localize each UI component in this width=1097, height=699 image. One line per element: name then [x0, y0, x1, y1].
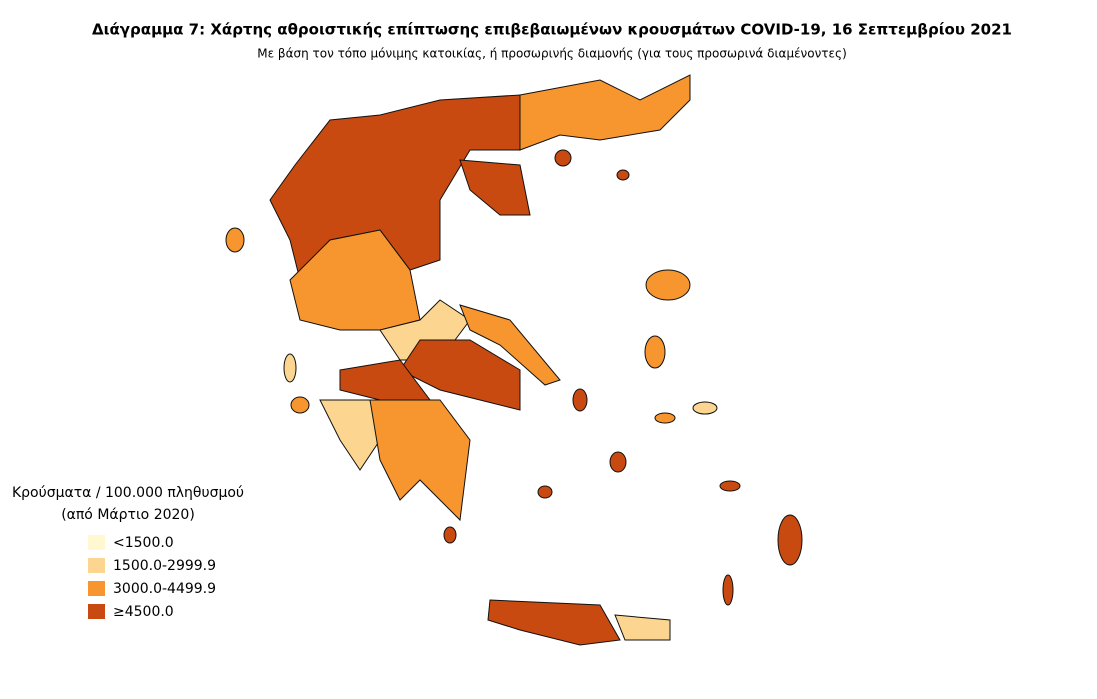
island [225, 227, 245, 253]
legend-label: ≥4500.0 [113, 604, 174, 620]
island [443, 526, 457, 544]
title: Διάγραμμα 7: Χάρτης αθροιστικής επίπτωση… [92, 21, 1012, 39]
island [719, 480, 741, 492]
legend-swatch [88, 558, 105, 573]
region [487, 599, 621, 646]
island [616, 169, 630, 181]
island [692, 401, 718, 415]
legend-label: 3000.0-4499.9 [113, 581, 216, 597]
island [645, 269, 691, 301]
island [290, 396, 310, 414]
island [537, 485, 553, 499]
region [369, 399, 471, 522]
greece-map [225, 74, 803, 646]
legend-label: 1500.0-2999.9 [113, 558, 216, 574]
region [459, 304, 561, 386]
island [644, 335, 666, 369]
subtitle: Με βάση τον τόπο μόνιμης κατοικίας, ή πρ… [257, 47, 847, 61]
legend-title: (από Μάρτιο 2020) [61, 507, 195, 523]
island [572, 388, 588, 412]
island [283, 353, 297, 383]
island [722, 574, 734, 606]
island [554, 149, 572, 167]
legend-title: Κρούσματα / 100.000 πληθυσμού [12, 485, 244, 501]
island [609, 451, 627, 473]
legend-label: <1500.0 [113, 535, 174, 551]
region [614, 614, 671, 641]
legend-swatch [88, 581, 105, 596]
legend-swatch [88, 604, 105, 619]
legend-swatch [88, 535, 105, 550]
island [654, 412, 676, 424]
region [459, 159, 531, 216]
region [519, 74, 691, 151]
island [777, 514, 803, 566]
region [319, 399, 381, 471]
legend: Κρούσματα / 100.000 πληθυσμού (από Μάρτι… [12, 485, 244, 620]
